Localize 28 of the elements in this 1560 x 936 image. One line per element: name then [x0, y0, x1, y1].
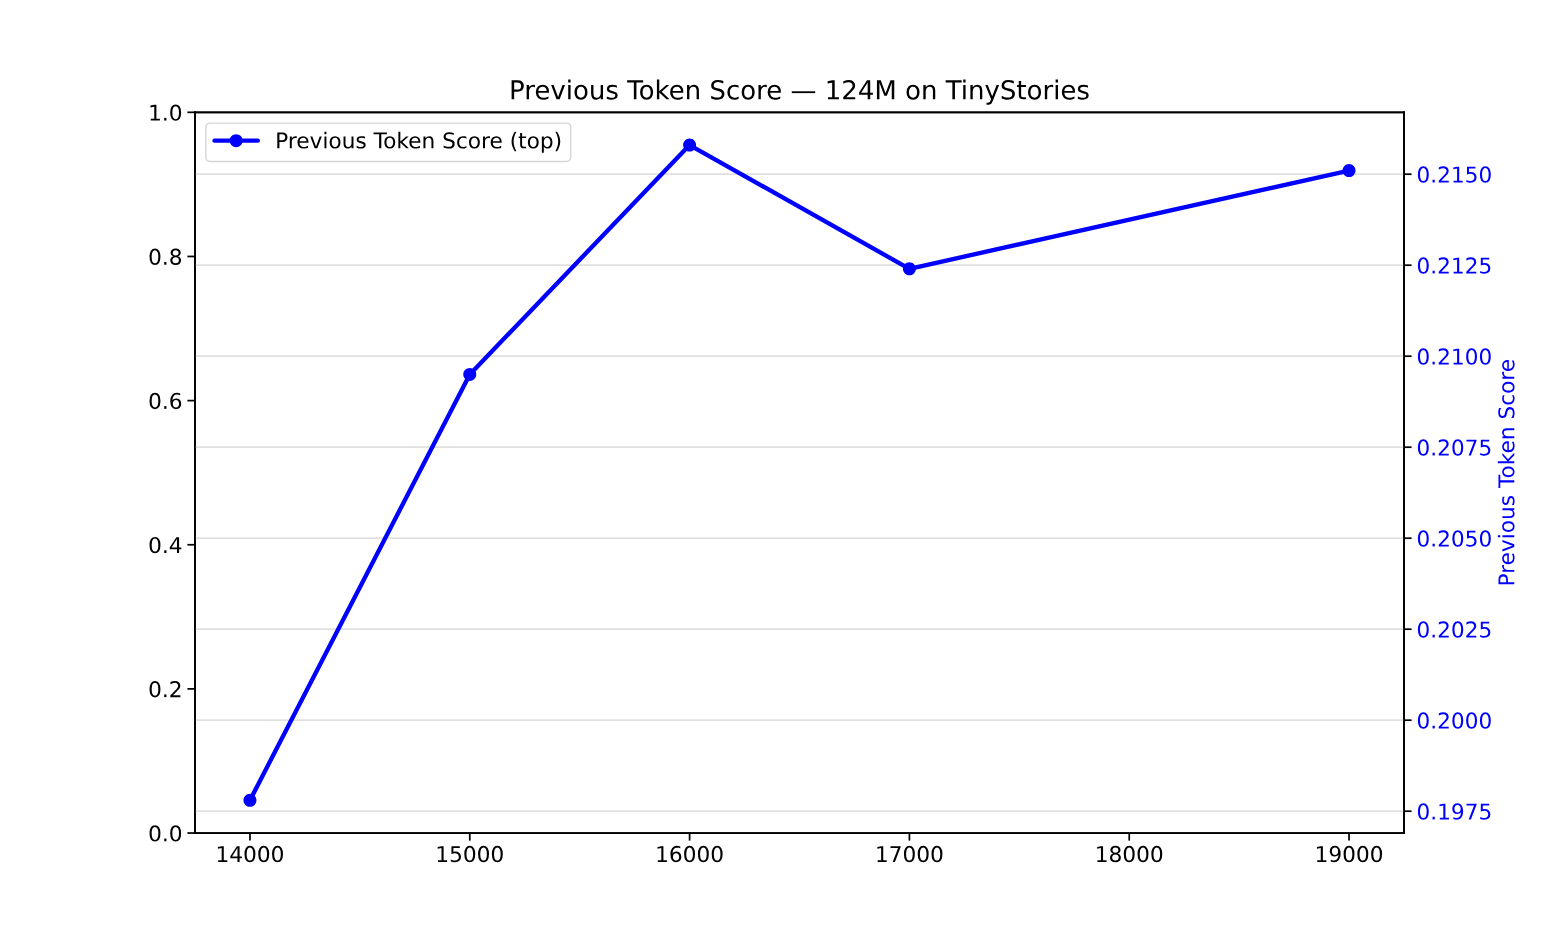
- point: [1342, 164, 1356, 178]
- y2-tick-label: 0.1975: [1417, 803, 1491, 820]
- x-tick-label: 16000: [657, 845, 723, 863]
- point: [463, 367, 477, 381]
- y2-tick-label: 0.2150: [1417, 166, 1491, 183]
- x-tick-label: 17000: [877, 845, 943, 863]
- point: [902, 262, 916, 276]
- y2-tick-label: 0.2100: [1417, 348, 1491, 365]
- x-tick-label: 18000: [1097, 845, 1163, 863]
- point: [683, 138, 697, 152]
- x-tick-label: 14000: [217, 845, 283, 863]
- y-tick-label: 0.2: [149, 681, 181, 698]
- y2-tick-label: 0.2050: [1417, 530, 1491, 547]
- y2-axis-title: Previous Token Score: [1497, 360, 1515, 585]
- legend-label: Previous Token Score (top): [277, 131, 561, 153]
- y-tick-label: 0.6: [149, 392, 182, 410]
- x-tick-label: 15000: [437, 845, 503, 863]
- point: [243, 793, 257, 807]
- y2-tick-label: 0.2000: [1417, 712, 1491, 729]
- y-tick-label: 0.4: [149, 536, 182, 554]
- y-tick-label: 1.0: [150, 104, 182, 121]
- y2-tick-label: 0.2075: [1417, 439, 1491, 456]
- y-tick-label: 0.0: [149, 825, 182, 842]
- y2-tick-label: 0.2025: [1417, 621, 1491, 638]
- chart-title: Previous Token Score — 124M on TinyStories: [511, 79, 1089, 105]
- x-tick-label: 19000: [1316, 845, 1383, 863]
- y-tick-label: 0.8: [149, 248, 182, 265]
- y2-tick-label: 0.2125: [1417, 257, 1491, 274]
